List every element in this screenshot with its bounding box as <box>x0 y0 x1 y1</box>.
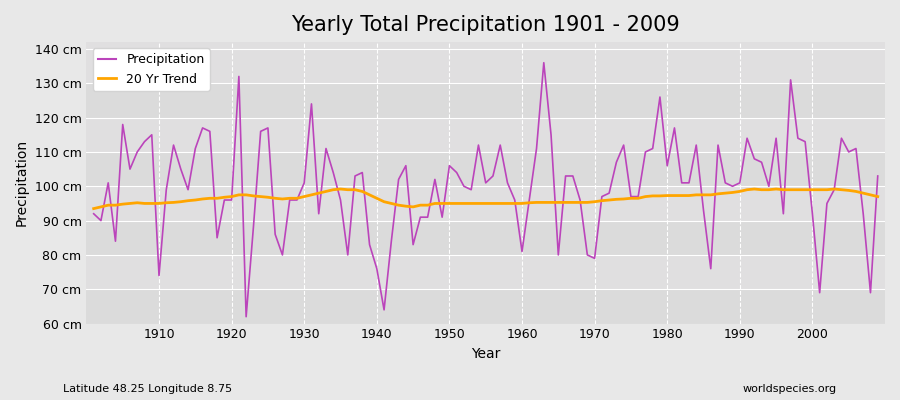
Legend: Precipitation, 20 Yr Trend: Precipitation, 20 Yr Trend <box>93 48 210 91</box>
Title: Yearly Total Precipitation 1901 - 2009: Yearly Total Precipitation 1901 - 2009 <box>292 15 680 35</box>
Bar <box>86 289 885 324</box>
Text: Latitude 48.25 Longitude 8.75: Latitude 48.25 Longitude 8.75 <box>63 384 232 394</box>
Bar <box>86 152 885 186</box>
X-axis label: Year: Year <box>471 347 500 361</box>
Text: worldspecies.org: worldspecies.org <box>742 384 837 394</box>
Bar <box>86 221 885 255</box>
Y-axis label: Precipitation: Precipitation <box>15 139 29 226</box>
Bar <box>86 83 885 118</box>
